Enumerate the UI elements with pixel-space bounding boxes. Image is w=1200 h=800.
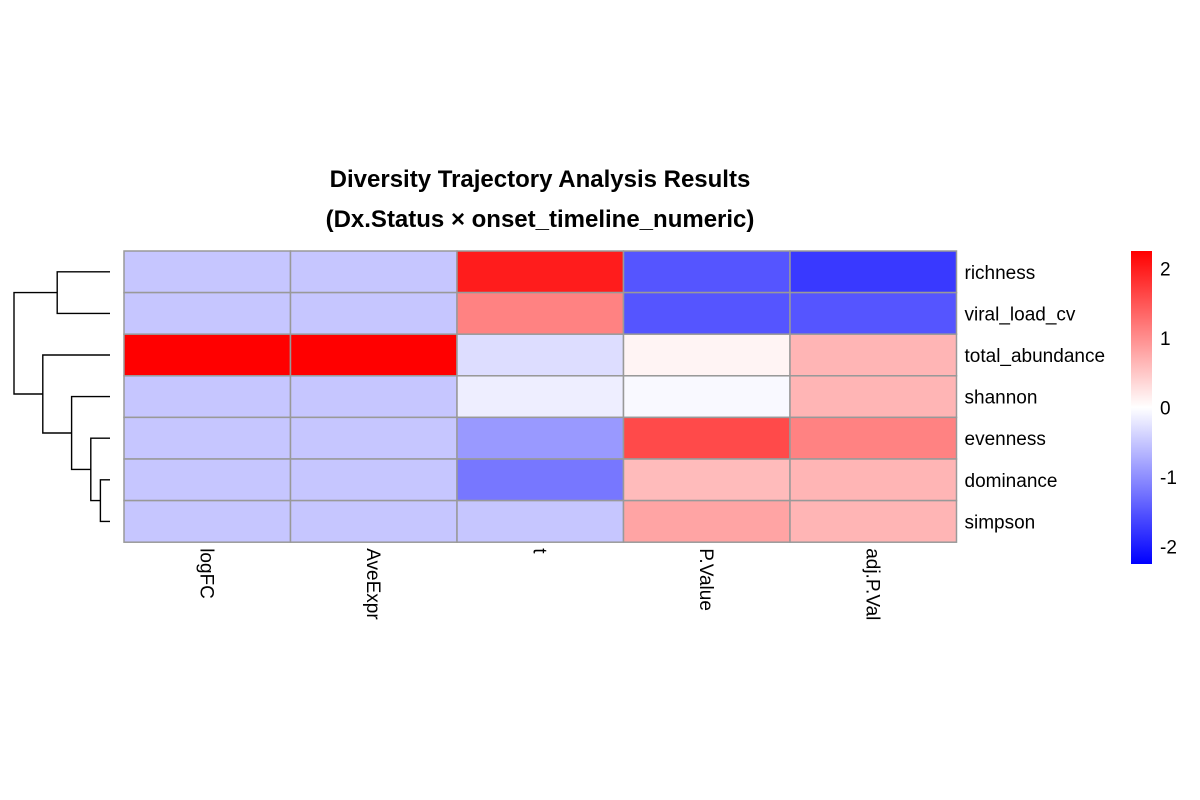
row-label: shannon bbox=[965, 388, 1038, 409]
heatmap-cell bbox=[622, 250, 791, 294]
heatmap-cell bbox=[622, 499, 791, 543]
legend-color-bar bbox=[1131, 251, 1152, 564]
heatmap-cell bbox=[289, 458, 458, 502]
legend-tick-label: 0 bbox=[1160, 399, 1171, 420]
heatmap-cell bbox=[789, 291, 958, 335]
heatmap-cell bbox=[789, 499, 958, 543]
heatmap-cell bbox=[456, 291, 625, 335]
chart-title: Diversity Trajectory Analysis Results bbox=[330, 166, 751, 193]
heatmap-cell bbox=[789, 375, 958, 419]
legend-tick-label: -2 bbox=[1160, 538, 1177, 559]
heatmap-cell bbox=[789, 416, 958, 460]
column-label: logFC bbox=[195, 548, 216, 599]
legend-tick-label: -1 bbox=[1160, 468, 1177, 489]
row-dendrogram bbox=[13, 271, 110, 523]
heatmap-cell bbox=[123, 416, 292, 460]
column-label: P.Value bbox=[695, 548, 716, 611]
heatmap-cell bbox=[622, 333, 791, 377]
dendrogram-branch bbox=[42, 354, 110, 434]
heatmap-cell bbox=[123, 250, 292, 294]
heatmap-cell bbox=[622, 416, 791, 460]
row-label: evenness bbox=[965, 429, 1046, 450]
heatmap-cell bbox=[622, 291, 791, 335]
row-label: simpson bbox=[965, 512, 1036, 533]
heatmap-cell bbox=[622, 458, 791, 502]
heatmap-cell bbox=[289, 333, 458, 377]
chart-subtitle: (Dx.Status × onset_timeline_numeric) bbox=[326, 206, 755, 233]
row-labels: richness viral_load_cv total_abundanceshan… bbox=[965, 263, 1106, 534]
column-label: adj.P.Val bbox=[861, 548, 882, 620]
column-label: t bbox=[528, 548, 549, 554]
legend-tick-label: 1 bbox=[1160, 329, 1171, 350]
dendrogram-branch bbox=[99, 479, 110, 523]
column-label: AveExpr bbox=[362, 548, 383, 620]
row-label: richness bbox=[965, 263, 1036, 284]
row-label: total_abundance bbox=[965, 346, 1106, 367]
heatmap-cell bbox=[289, 416, 458, 460]
row-label: viral_load_cv bbox=[965, 304, 1076, 325]
dendrogram-branch bbox=[13, 291, 58, 395]
legend-tick-label: 2 bbox=[1160, 259, 1171, 280]
heatmap-cell bbox=[622, 375, 791, 419]
heatmap-cell bbox=[456, 375, 625, 419]
row-label: dominance bbox=[965, 471, 1058, 492]
heatmap-cell bbox=[123, 375, 292, 419]
heatmap-cell bbox=[289, 375, 458, 419]
color-legend: 2 1 0 -1 -2 bbox=[1131, 251, 1177, 564]
heatmap-cell bbox=[456, 333, 625, 377]
heatmap-cell bbox=[123, 291, 292, 335]
heatmap-cell bbox=[456, 458, 625, 502]
heatmap-cell bbox=[289, 250, 458, 294]
heatmap-cell bbox=[789, 250, 958, 294]
heatmap-cell bbox=[789, 458, 958, 502]
heatmap-cell bbox=[123, 499, 292, 543]
dendrogram-branch bbox=[56, 271, 110, 315]
heatmap-cell bbox=[123, 458, 292, 502]
heatmap-cell bbox=[289, 291, 458, 335]
heatmap-cell bbox=[456, 250, 625, 294]
heatmap-cell bbox=[789, 333, 958, 377]
heatmap-cell bbox=[456, 499, 625, 543]
heatmap-cells bbox=[123, 250, 958, 543]
heatmap-cell bbox=[289, 499, 458, 543]
heatmap-cell bbox=[123, 333, 292, 377]
heatmap-cell bbox=[456, 416, 625, 460]
column-labels: logFC AveExpr t P.Value adj.P.Val bbox=[195, 548, 882, 620]
